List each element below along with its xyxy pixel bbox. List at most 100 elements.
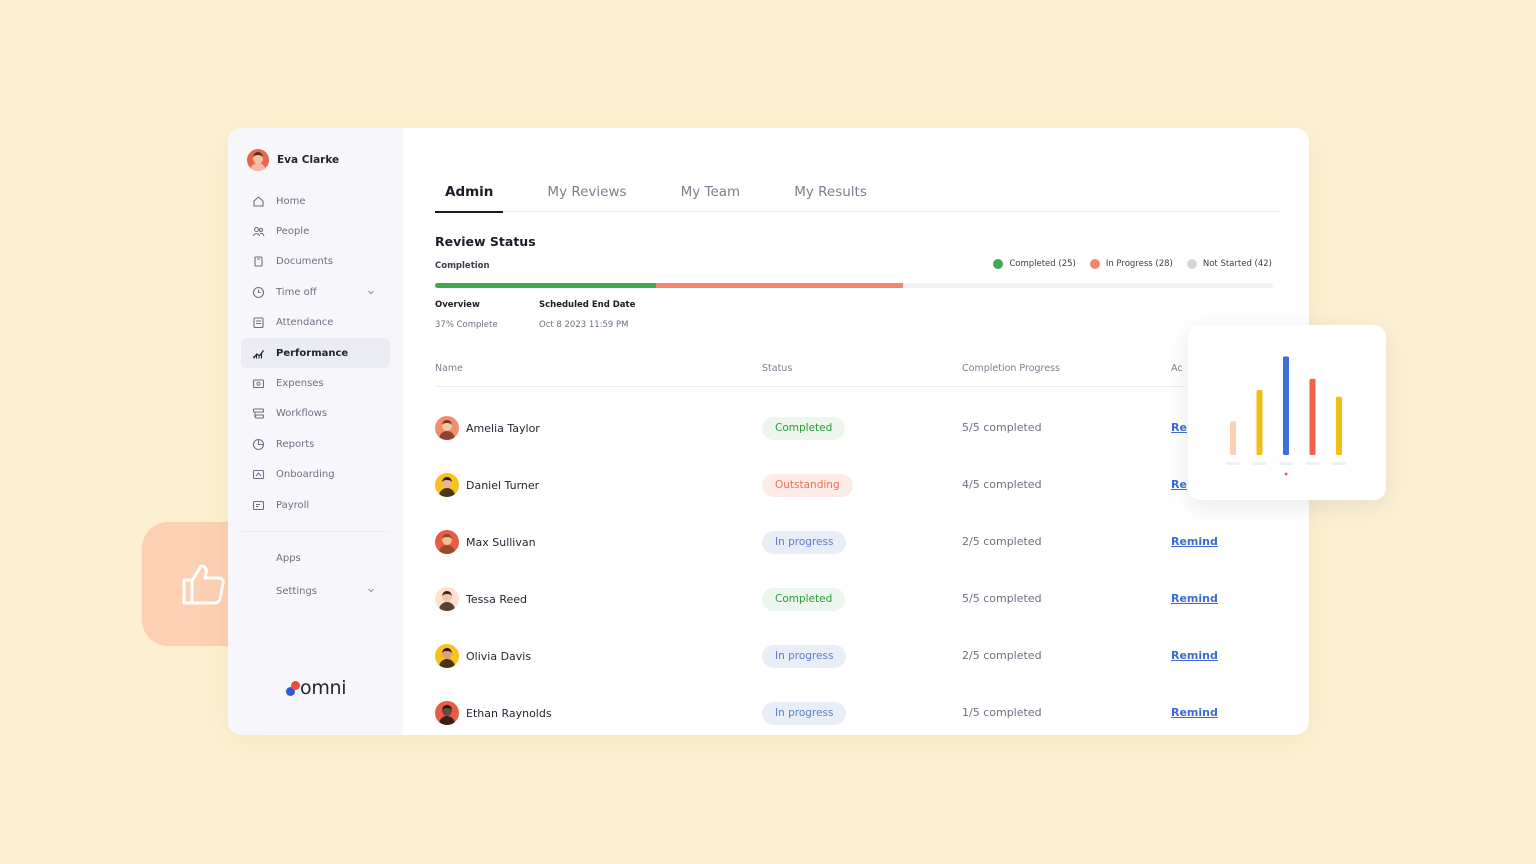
- user-profile[interactable]: Eva Clarke: [247, 149, 339, 171]
- header-completion-progress[interactable]: Completion Progress: [962, 363, 1060, 374]
- table-row[interactable]: Olivia Davis In progress 2/5 completed Remi…: [435, 636, 1235, 676]
- header-status[interactable]: Status: [762, 363, 793, 374]
- chart-tick-label: [1305, 462, 1320, 465]
- chevron-down-icon[interactable]: [366, 287, 376, 297]
- table-header: Name Status Completion Progress Ac: [435, 361, 1185, 387]
- main-content: Admin My Reviews My Team My Results Review …: [403, 128, 1309, 735]
- header-action[interactable]: Ac: [1171, 363, 1183, 374]
- sidebar-item-label: Performance: [276, 347, 349, 359]
- sidebar-item-workflows[interactable]: Workflows: [241, 399, 390, 429]
- sidebar-item-people[interactable]: People: [241, 216, 390, 246]
- sidebar-item-settings[interactable]: Settings: [241, 575, 390, 608]
- legend-dot: [1186, 259, 1197, 269]
- row-name: Amelia Taylor: [466, 421, 540, 435]
- row-name-cell: Tessa Reed: [435, 587, 527, 611]
- chevron-down-icon[interactable]: [366, 585, 376, 595]
- thumbs-up-icon: [182, 564, 225, 605]
- progress-segment-not-started: [902, 283, 1273, 288]
- table-row[interactable]: Tessa Reed Completed 5/5 completed Remind: [435, 579, 1235, 619]
- workflows-icon: [252, 407, 265, 420]
- logo-mark: [286, 677, 302, 699]
- sidebar-item-time-off[interactable]: Time off: [241, 277, 390, 307]
- row-name: Tessa Reed: [466, 592, 527, 606]
- table-row[interactable]: Max Sullivan In progress 2/5 completed Remi…: [435, 522, 1235, 562]
- sidebar: Eva Clarke Home People Documents Time off At…: [228, 128, 403, 735]
- avatar: [435, 416, 459, 440]
- status-badge: Completed: [762, 588, 846, 611]
- chart-bar[interactable]: [1283, 356, 1289, 455]
- overview-label: Overview: [435, 300, 480, 310]
- payroll-icon: [252, 499, 265, 512]
- sidebar-item-home[interactable]: Home: [241, 186, 390, 216]
- completion-progress: 5/5 completed: [962, 421, 1042, 434]
- progress-segment-in-progress: [655, 283, 903, 288]
- overview-value: 37% Complete: [435, 320, 498, 330]
- sidebar-nav: Home People Documents Time off Attendance Per…: [241, 186, 390, 520]
- sidebar-item-documents[interactable]: Documents: [241, 247, 390, 277]
- chart-tick-label: [1252, 462, 1267, 465]
- legend-label: Completed (25): [1009, 259, 1076, 269]
- remind-link[interactable]: Remind: [1171, 592, 1218, 605]
- sidebar-item-label: People: [276, 226, 310, 238]
- remind-link[interactable]: Remind: [1171, 706, 1218, 719]
- remind-link[interactable]: Re: [1171, 421, 1187, 434]
- chart-tick-label: [1279, 462, 1293, 465]
- remind-link[interactable]: Re: [1171, 478, 1187, 491]
- remind-link[interactable]: Remind: [1171, 649, 1218, 662]
- chart-bar[interactable]: [1230, 421, 1236, 455]
- people-icon: [252, 225, 265, 238]
- sidebar-item-onboarding[interactable]: Onboarding: [241, 460, 390, 490]
- completion-progress: 5/5 completed: [962, 592, 1042, 605]
- chart-bar[interactable]: [1309, 378, 1316, 455]
- logo-text: omni: [300, 677, 347, 699]
- status-badge: In progress: [762, 702, 847, 725]
- tab-my-team[interactable]: My Team: [680, 184, 741, 200]
- row-name-cell: Olivia Davis: [435, 644, 531, 668]
- row-name: Max Sullivan: [466, 535, 536, 549]
- sidebar-item-performance[interactable]: Performance: [241, 337, 390, 369]
- sidebar-divider: [241, 531, 390, 532]
- end-date-value: Oct 8 2023 11:59 PM: [539, 320, 629, 330]
- chart-bar[interactable]: [1256, 390, 1263, 455]
- legend-item: Not Started (42): [1186, 259, 1272, 269]
- blank-icon: [252, 585, 265, 598]
- sidebar-item-reports[interactable]: Reports: [241, 429, 390, 459]
- sidebar-item-label: Payroll: [276, 499, 310, 511]
- sidebar-item-attendance[interactable]: Attendance: [241, 308, 390, 338]
- chart-tick-label: [1332, 462, 1346, 465]
- tab-admin[interactable]: Admin: [435, 176, 504, 213]
- tab-my-reviews[interactable]: My Reviews: [547, 184, 627, 200]
- header-name[interactable]: Name: [435, 363, 464, 374]
- sidebar-item-label: Documents: [276, 256, 334, 268]
- row-name: Daniel Turner: [466, 478, 540, 492]
- sidebar-item-label: Workflows: [276, 408, 328, 420]
- table-row[interactable]: Daniel Turner Outstanding 4/5 completed Re: [435, 465, 1235, 505]
- table-row[interactable]: Ethan Raynolds In progress 1/5 completed Re…: [435, 693, 1235, 733]
- tab-my-results[interactable]: My Results: [794, 184, 867, 200]
- scheduled-end-date: Scheduled End Date Oct 8 2023 11:59 PM: [539, 300, 635, 330]
- chart-bar[interactable]: [1336, 396, 1342, 455]
- sidebar-item-label: Settings: [276, 586, 318, 597]
- avatar: [435, 701, 459, 725]
- progress-segment-completed: [435, 283, 656, 288]
- legend-label: Not Started (42): [1202, 259, 1272, 269]
- sidebar-item-apps[interactable]: Apps: [241, 542, 390, 575]
- sidebar-item-label: Apps: [276, 553, 301, 564]
- chart-selection-dot: [1284, 472, 1288, 476]
- user-name: Eva Clarke: [277, 154, 340, 166]
- sidebar-item-label: Onboarding: [276, 469, 335, 481]
- completion-progress: 2/5 completed: [962, 649, 1042, 662]
- home-icon: [252, 195, 265, 208]
- legend-dot: [993, 259, 1004, 269]
- onboarding-icon: [252, 468, 265, 481]
- avatar: [435, 587, 459, 611]
- completion-progress: 1/5 completed: [962, 706, 1042, 719]
- expenses-icon: [252, 377, 265, 390]
- remind-link[interactable]: Remind: [1171, 535, 1218, 548]
- sidebar-item-expenses[interactable]: Expenses: [241, 368, 390, 398]
- avatar: [435, 644, 459, 668]
- sidebar-item-payroll[interactable]: Payroll: [241, 490, 390, 520]
- status-badge: Completed: [762, 417, 846, 440]
- table-row[interactable]: Amelia Taylor Completed 5/5 completed Re: [435, 408, 1235, 448]
- chart-card: [1188, 325, 1386, 500]
